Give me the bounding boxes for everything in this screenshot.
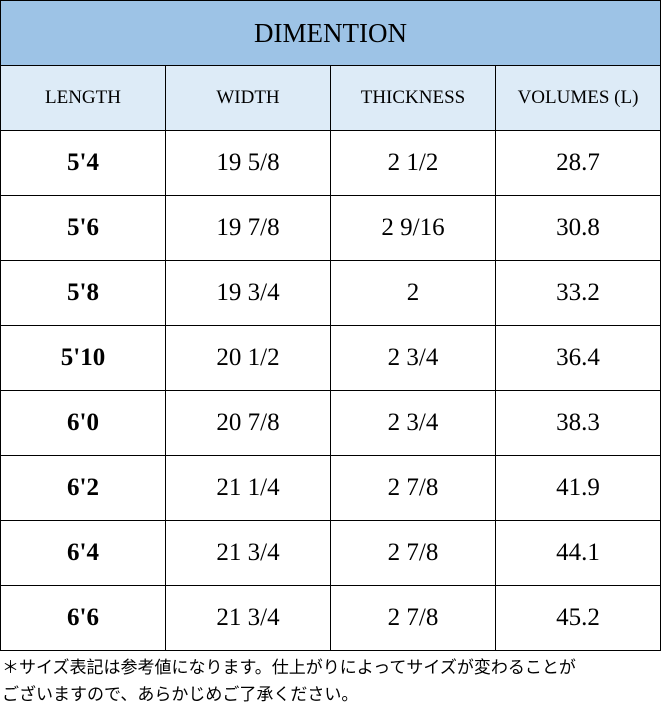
cell: 45.2 <box>495 585 661 651</box>
dimension-table: DIMENTION LENGTH WIDTH THICKNESS VOLUMES (L… <box>0 0 661 651</box>
cell: 6'0 <box>0 390 166 456</box>
cell: 44.1 <box>495 520 661 586</box>
cell: 2 9/16 <box>330 195 496 261</box>
cell: 2 1/2 <box>330 130 496 196</box>
cell: 38.3 <box>495 390 661 456</box>
header-cell: THICKNESS <box>330 65 496 131</box>
cell: 6'2 <box>0 455 166 521</box>
data-row: 6'0 20 7/8 2 3/4 38.3 <box>0 390 661 456</box>
cell: 19 3/4 <box>165 260 331 326</box>
cell: 21 3/4 <box>165 520 331 586</box>
data-row: 5'10 20 1/2 2 3/4 36.4 <box>0 325 661 391</box>
header-cell: VOLUMES (L) <box>495 65 661 131</box>
data-row: 5'8 19 3/4 2 33.2 <box>0 260 661 326</box>
cell: 20 1/2 <box>165 325 331 391</box>
cell: 2 3/4 <box>330 390 496 456</box>
cell: 33.2 <box>495 260 661 326</box>
cell: 6'4 <box>0 520 166 586</box>
cell: 19 5/8 <box>165 130 331 196</box>
header-cell: WIDTH <box>165 65 331 131</box>
cell: 19 7/8 <box>165 195 331 261</box>
cell: 5'6 <box>0 195 166 261</box>
table-body: DIMENTION LENGTH WIDTH THICKNESS VOLUMES (L… <box>0 0 661 651</box>
cell: 21 3/4 <box>165 585 331 651</box>
note-line: ＊サイズ表記は参考値になります。仕上がりによってサイズが変わることが <box>2 658 576 678</box>
cell: 2 7/8 <box>330 585 496 651</box>
data-row: 6'6 21 3/4 2 7/8 45.2 <box>0 585 661 651</box>
cell: 36.4 <box>495 325 661 391</box>
data-row: 5'6 19 7/8 2 9/16 30.8 <box>0 195 661 261</box>
cell: 28.7 <box>495 130 661 196</box>
title-row: DIMENTION <box>0 0 661 66</box>
cell: 20 7/8 <box>165 390 331 456</box>
note-line: ございますので、あらかじめご了承ください。 <box>2 685 359 705</box>
cell: 5'4 <box>0 130 166 196</box>
cell: 2 7/8 <box>330 455 496 521</box>
cell: 5'8 <box>0 260 166 326</box>
cell: 2 <box>330 260 496 326</box>
data-row: 6'2 21 1/4 2 7/8 41.9 <box>0 455 661 521</box>
cell: 2 7/8 <box>330 520 496 586</box>
cell: 2 3/4 <box>330 325 496 391</box>
note: ＊サイズ表記は参考値になります。仕上がりによってサイズが変わることが ございますの… <box>0 651 661 709</box>
header-cell: LENGTH <box>0 65 166 131</box>
data-row: 6'4 21 3/4 2 7/8 44.1 <box>0 520 661 586</box>
header-row: LENGTH WIDTH THICKNESS VOLUMES (L) <box>0 65 661 131</box>
cell: 30.8 <box>495 195 661 261</box>
cell: 5'10 <box>0 325 166 391</box>
cell: 6'6 <box>0 585 166 651</box>
cell: 41.9 <box>495 455 661 521</box>
data-row: 5'4 19 5/8 2 1/2 28.7 <box>0 130 661 196</box>
table-title: DIMENTION <box>0 0 661 66</box>
cell: 21 1/4 <box>165 455 331 521</box>
